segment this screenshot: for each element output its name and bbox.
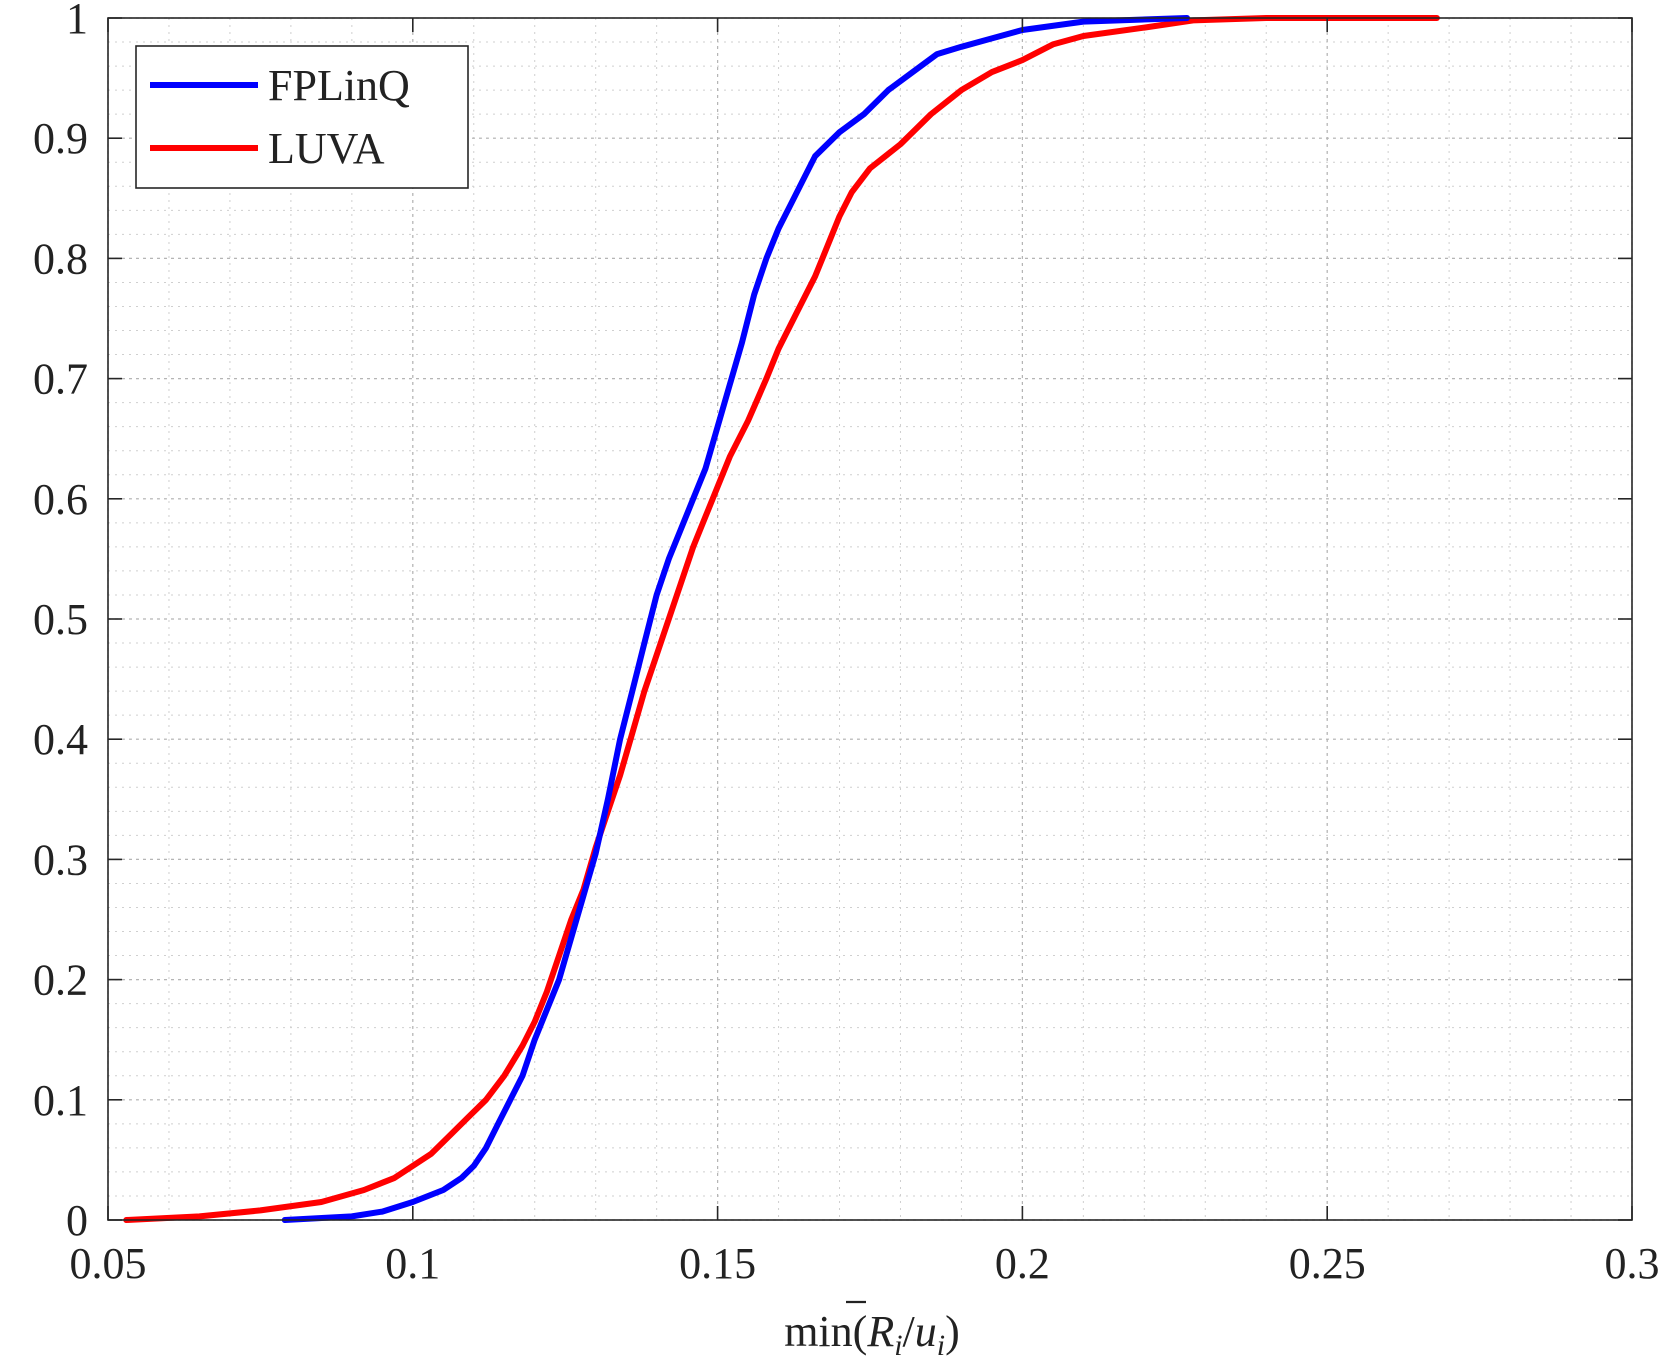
y-tick-label: 0.9 — [33, 114, 88, 163]
x-axis-label-var: R — [866, 1307, 894, 1356]
legend-label-fplinq: FPLinQ — [268, 61, 410, 110]
major-grid — [107, 17, 1633, 1221]
y-tick-label: 1 — [66, 0, 88, 43]
y-tick-label: 0 — [66, 1196, 88, 1245]
legend-box — [135, 45, 469, 189]
tick-marks — [107, 17, 1633, 1221]
y-tick-label: 0.3 — [33, 835, 88, 884]
x-axis-label: min(Ri/ui) — [784, 1307, 960, 1359]
y-tick-label: 0.6 — [33, 475, 88, 524]
x-tick-label: 0.05 — [70, 1239, 147, 1288]
x-axis-label-slash: / — [903, 1307, 916, 1356]
y-tick-label: 0.1 — [33, 1076, 88, 1125]
legend: FPLinQ LUVA — [135, 45, 469, 189]
x-axis-label-sub1: i — [894, 1329, 902, 1359]
x-tick-labels: 0.05 0.1 0.15 0.2 0.25 0.3 — [70, 1239, 1660, 1288]
x-axis-label-close: ) — [945, 1307, 960, 1356]
x-tick-label: 0.25 — [1289, 1239, 1366, 1288]
x-tick-label: 0.1 — [385, 1239, 440, 1288]
x-axis-label-sub2: i — [937, 1329, 945, 1359]
y-tick-label: 0.7 — [33, 355, 88, 404]
x-tick-label: 0.2 — [995, 1239, 1050, 1288]
y-tick-label: 0.2 — [33, 956, 88, 1005]
x-tick-label: 0.15 — [679, 1239, 756, 1288]
y-tick-labels: 0 0.1 0.2 0.3 0.4 0.5 0.6 0.7 0.8 0.9 1 — [33, 0, 88, 1245]
x-axis-label-var2: u — [915, 1307, 937, 1356]
series-line-fplinq — [281, 15, 1190, 1223]
legend-label-luva: LUVA — [268, 124, 385, 173]
x-tick-label: 0.3 — [1605, 1239, 1660, 1288]
y-tick-label: 0.4 — [33, 715, 88, 764]
series-layer — [123, 15, 1440, 1223]
y-tick-label: 0.8 — [33, 234, 88, 283]
series-line-luva — [123, 15, 1440, 1223]
x-axis-label-func: min( — [784, 1307, 867, 1356]
y-tick-label: 0.5 — [33, 595, 88, 644]
